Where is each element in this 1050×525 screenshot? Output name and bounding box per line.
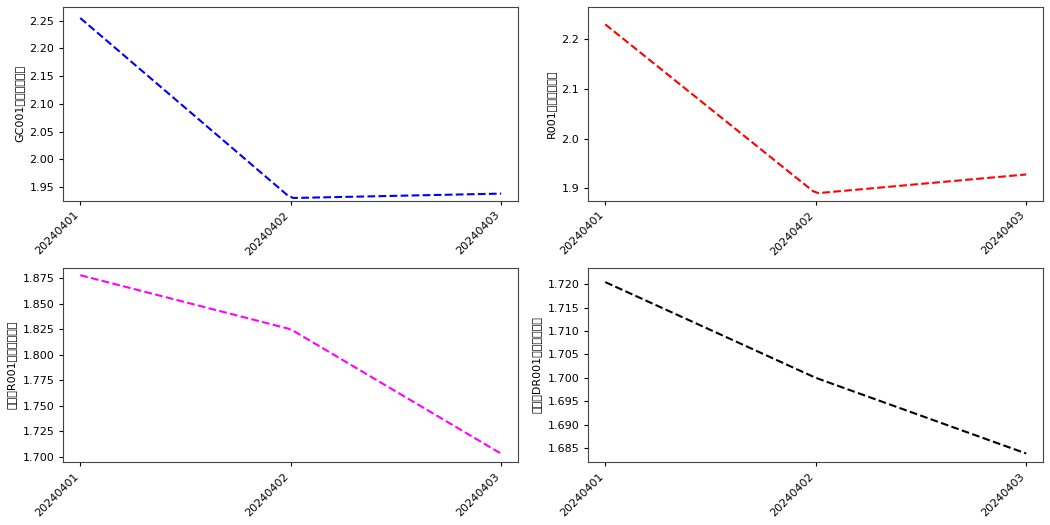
Y-axis label: R001加权平均利率: R001加权平均利率: [546, 70, 555, 138]
Y-axis label: GC001加权平均利率: GC001加权平均利率: [14, 65, 24, 142]
Y-axis label: 銀行间DR001加权平均利率: 銀行间DR001加权平均利率: [532, 317, 542, 413]
Y-axis label: 銀行间R001加权平均利率: 銀行间R001加权平均利率: [7, 321, 17, 409]
